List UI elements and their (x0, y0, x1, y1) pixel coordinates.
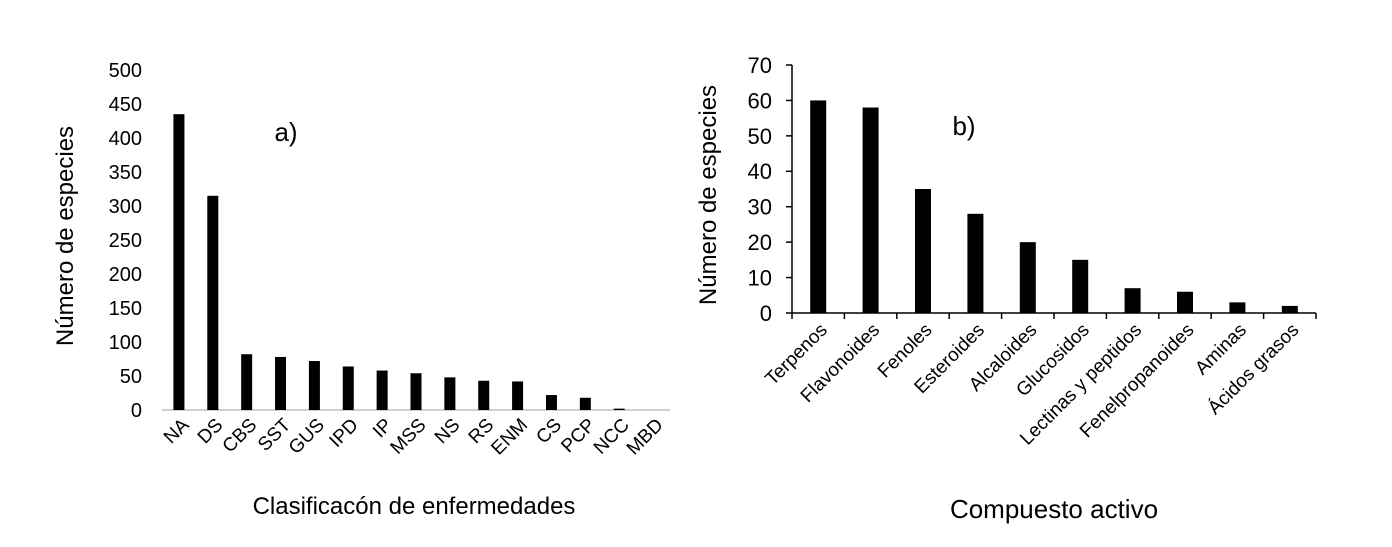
a-bar-ds (207, 195, 219, 410)
a-y-tick-label: 150 (109, 298, 142, 320)
b-y-tick-label: 60 (748, 88, 772, 113)
b-bar-alcaloides (1019, 242, 1036, 313)
a-bar-cbs (241, 354, 253, 410)
a-y-tick-label: 200 (109, 264, 142, 286)
b-bar--cidos-grasos (1281, 305, 1298, 313)
a-bar-enm (512, 381, 524, 410)
a-y-tick-label: 350 (109, 162, 142, 184)
a-x-tick-label: NCC (590, 415, 634, 459)
a-y-tick-label: 300 (109, 196, 142, 218)
b-y-tick-label: 40 (748, 159, 772, 184)
chart-b-y-ticks: 0 10 20 30 40 50 60 70 (748, 53, 792, 326)
a-bar-ns (444, 377, 456, 410)
a-bar-ncc (613, 408, 625, 410)
a-bar-cs (545, 395, 557, 410)
b-y-tick-label: 0 (760, 301, 772, 326)
chart-b-panel-label: b) (952, 111, 975, 141)
chart-b-x-ticks: TerpenosFlavonoidesFenolesEsteroidesAlca… (762, 313, 1317, 450)
b-bar-glucosidos (1072, 259, 1089, 313)
b-bar-aminas (1229, 302, 1246, 313)
chart-b: 0 10 20 30 40 50 60 70 TerpenosFlavonoidesFenol… (695, 53, 1317, 524)
a-x-tick-label: NS (431, 415, 465, 449)
a-bar-rs (478, 380, 490, 410)
a-y-tick-label: 100 (109, 332, 142, 354)
chart-b-y-axis-label: Número de especies (695, 85, 722, 305)
b-bar-fenelpropanoides (1177, 291, 1193, 313)
a-bar-mss (410, 373, 422, 410)
chart-a: 0 50 100 150 200 250 300 350 400 450 500 NA DSCBSSS… (52, 60, 670, 520)
a-y-tick-label: 50 (120, 366, 142, 388)
b-bar-esteroides (967, 213, 984, 313)
a-x-tick-label: ENM (487, 415, 532, 460)
b-y-tick-label: 30 (748, 195, 772, 220)
chart-a-panel-label: a) (274, 117, 297, 147)
b-bar-fenoles (915, 189, 931, 313)
a-y-tick-label: 450 (109, 94, 142, 116)
a-x-tick-label: MSS (387, 415, 431, 459)
a-y-tick-label: 400 (109, 128, 142, 150)
a-bar-sst (275, 356, 287, 410)
b-x-tick-label: Ácidos grasos (1204, 320, 1303, 419)
chart-a-y-ticks: 0 50 100 150 200 250 300 350 400 450 500 (109, 60, 142, 422)
a-bar-ip (376, 370, 388, 410)
a-bar-ipd (342, 366, 354, 410)
b-bar-flavonoides (862, 107, 879, 313)
a-x-tick-label: SST (254, 414, 295, 455)
b-y-tick-label: 20 (748, 230, 772, 255)
b-y-tick-label: 50 (748, 124, 772, 149)
chart-a-y-axis-label: Número de especies (52, 126, 79, 346)
a-x-tick-label: GUS (285, 415, 329, 459)
a-y-tick-label: 250 (109, 230, 142, 252)
a-x-tick-label: NA (160, 414, 194, 448)
b-y-tick-label: 70 (748, 53, 772, 78)
chart-b-bars (810, 100, 1298, 313)
b-bar-lectinas-y-peptidos (1124, 288, 1141, 313)
a-y-tick-label: 0 (131, 400, 142, 422)
a-x-tick-label: MBD (623, 415, 668, 460)
a-x-tick-label: IPD (326, 415, 363, 452)
b-y-tick-label: 10 (748, 265, 772, 290)
chart-b-x-axis-label: Compuesto activo (950, 494, 1158, 524)
a-bar-pcp (579, 397, 591, 410)
b-bar-terpenos (810, 100, 827, 313)
a-x-tick-label: CBS (219, 415, 261, 457)
a-x-tick-label: PCP (557, 415, 599, 457)
chart-a-bars (173, 114, 625, 410)
a-bar-na (173, 114, 185, 410)
chart-a-x-axis-label: Clasificacón de enfermedades (253, 493, 576, 520)
a-bar-gus (308, 361, 320, 410)
a-y-tick-label: 500 (109, 60, 142, 82)
